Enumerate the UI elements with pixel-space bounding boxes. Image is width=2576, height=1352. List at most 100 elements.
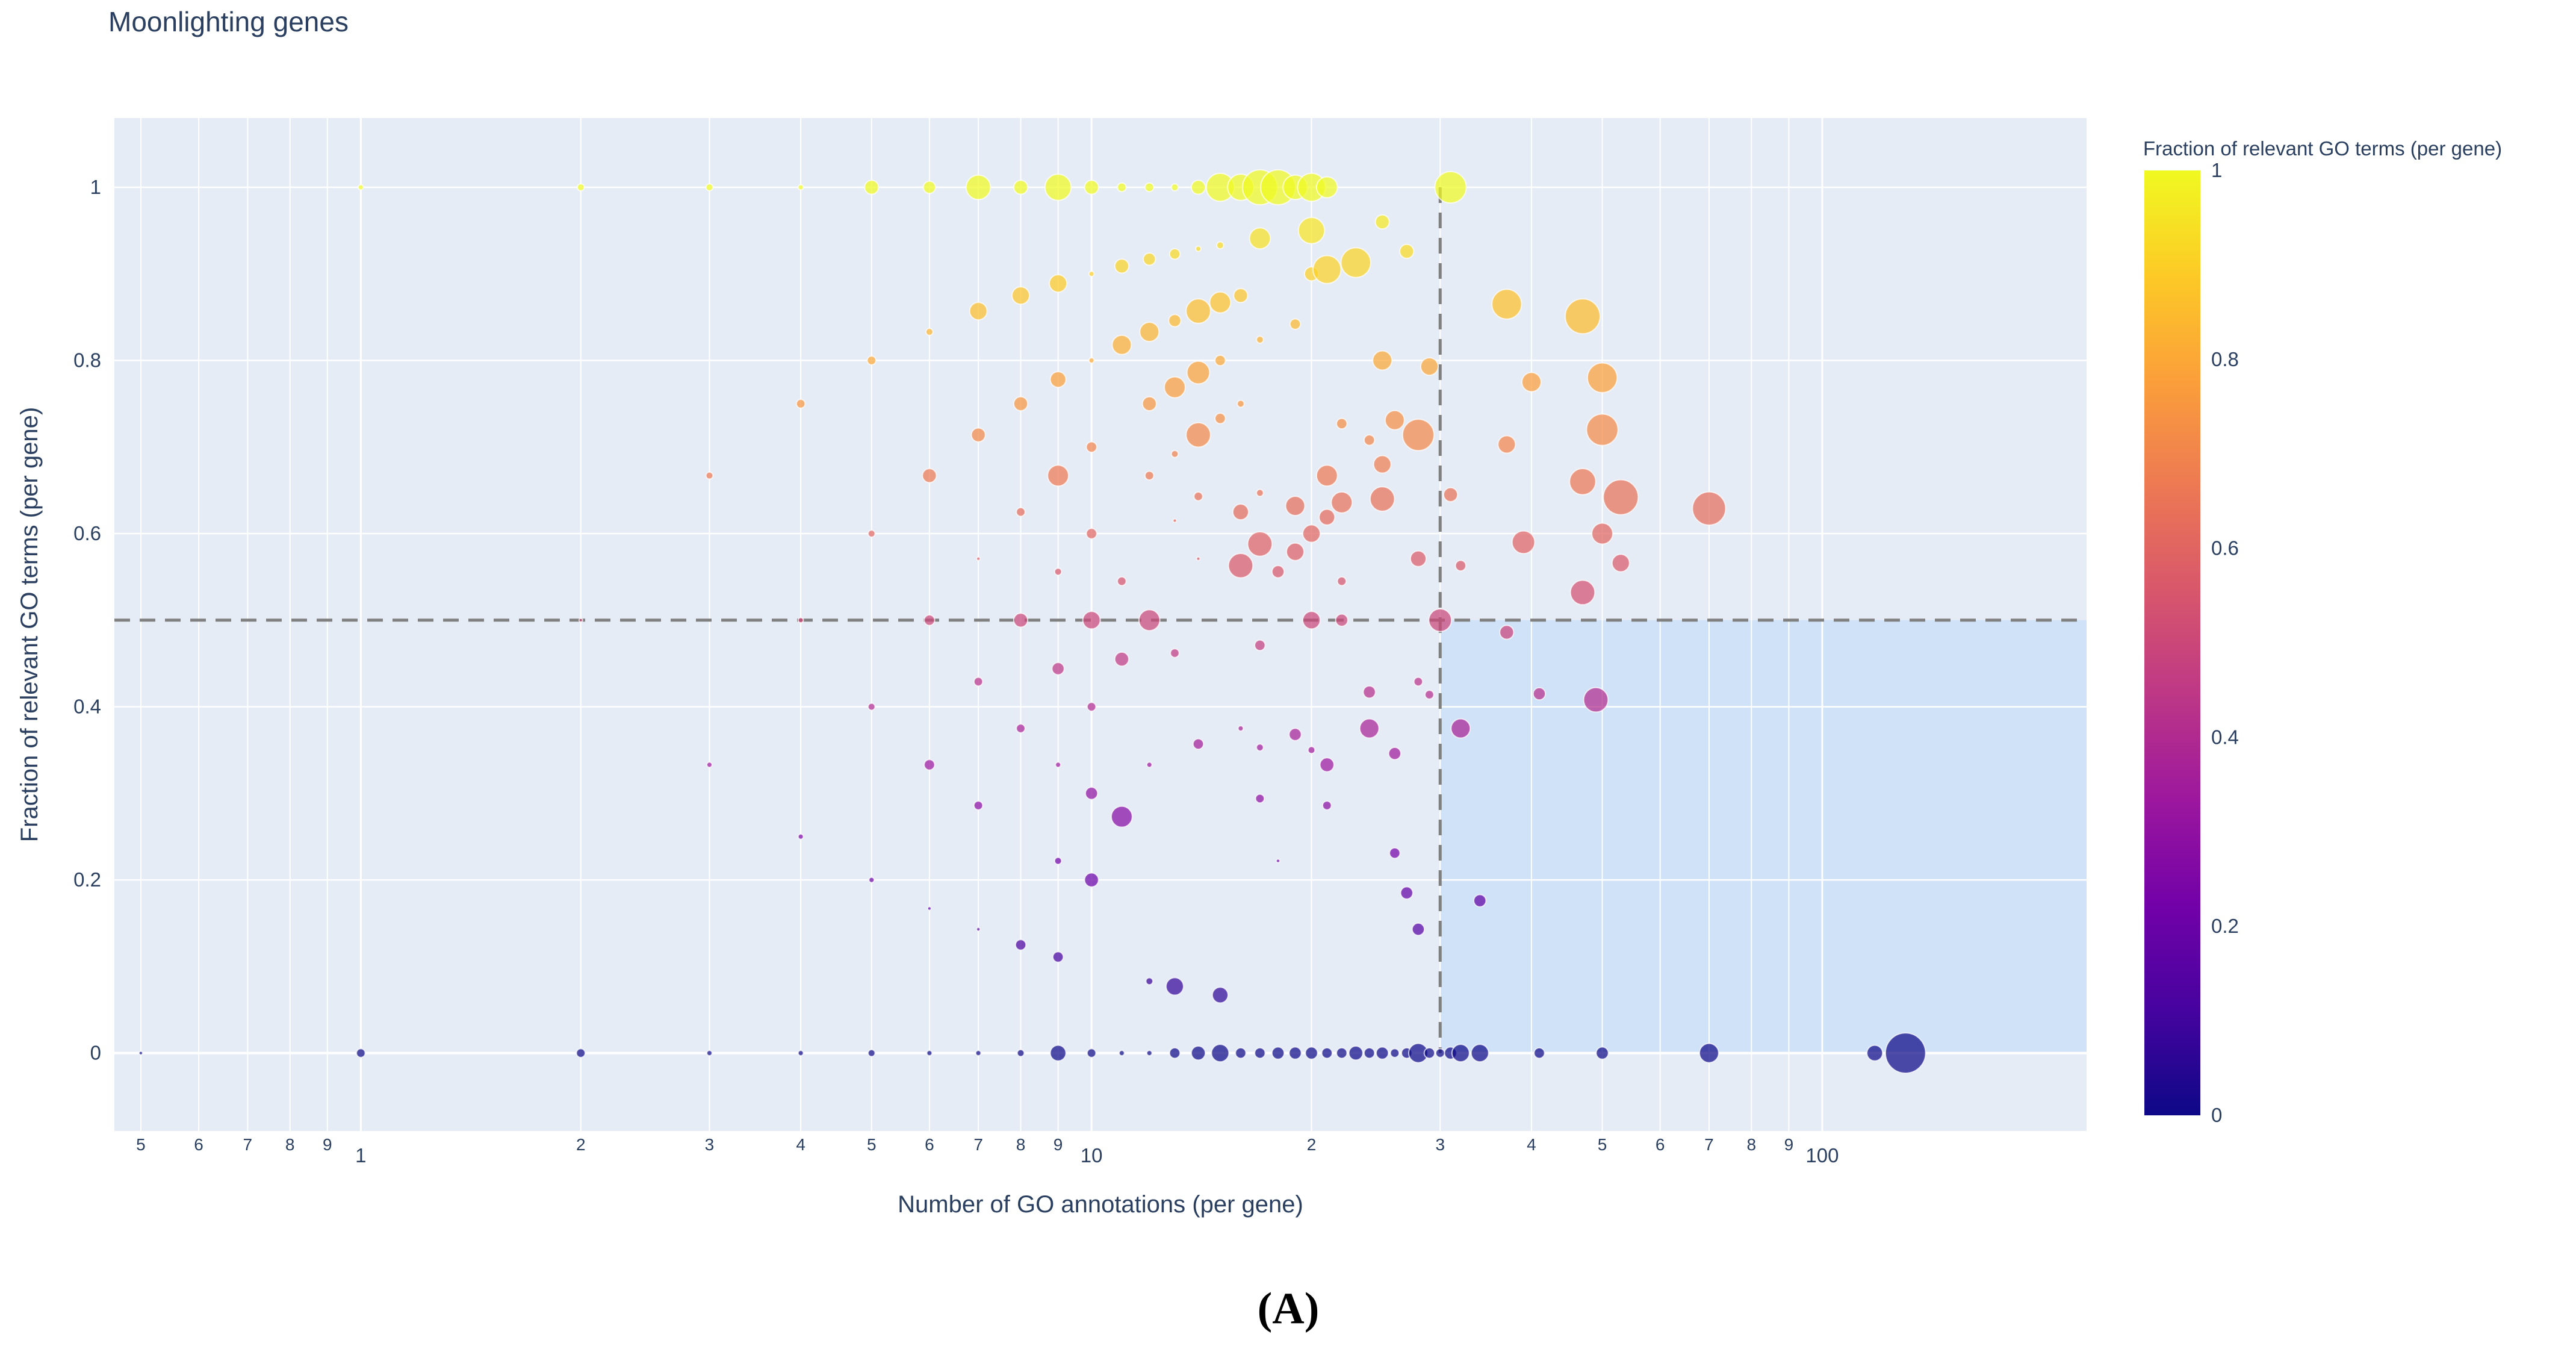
data-point [1276,858,1280,864]
data-point [864,179,880,195]
x-minor-tick-label: 6 [1656,1135,1665,1154]
data-point [1336,576,1347,587]
data-point [1399,243,1415,259]
data-point [976,927,981,932]
data-point [1211,1044,1230,1063]
colorbar-gradient [2144,170,2200,1115]
data-point [1312,255,1342,284]
data-point [1117,576,1127,587]
data-point [1423,1047,1436,1059]
data-point [1169,1047,1181,1059]
data-point [1011,286,1031,305]
data-point [1190,179,1206,195]
data-point [1603,479,1639,516]
data-point [1146,761,1153,768]
data-point [1214,354,1226,367]
x-minor-tick-label: 9 [1054,1135,1063,1154]
data-point [1340,247,1371,278]
data-point [1086,1048,1097,1058]
colorbar-tick-label: 0.4 [2211,726,2239,748]
data-point [867,529,876,538]
data-point [922,180,937,195]
data-point [1335,613,1349,627]
data-point [1424,690,1435,700]
data-point [1086,702,1097,712]
data-point [1315,176,1338,199]
data-point [138,1050,143,1056]
data-point [1297,217,1326,245]
data-point [1144,470,1155,481]
data-point [705,183,714,192]
data-point [1256,488,1264,497]
data-point [1114,258,1129,274]
data-point [1521,372,1542,393]
x-minor-tick-label: 5 [1598,1135,1607,1154]
data-point [1586,362,1618,393]
data-point [1216,241,1224,250]
data-point [1054,567,1063,576]
x-minor-tick-label: 7 [973,1135,983,1154]
data-point [1473,894,1487,908]
data-point [1374,214,1390,230]
data-point [1193,491,1203,502]
y-tick-label: 0.8 [73,349,101,372]
data-point [1237,725,1244,732]
data-point [1401,419,1435,452]
colorbar-tick-label: 1 [2211,159,2222,181]
data-point [1454,559,1466,572]
data-point [578,617,583,623]
data-point [1362,685,1376,699]
x-minor-tick-label: 3 [705,1135,715,1154]
x-minor-tick-label: 6 [925,1135,934,1154]
data-point [1363,434,1376,446]
data-point [1185,298,1211,324]
data-point [1084,787,1099,800]
data-point [868,876,875,883]
data-point [797,617,804,624]
data-point [1044,173,1072,201]
data-point [975,1050,982,1056]
data-point [1315,464,1338,487]
data-point [1450,718,1471,739]
data-point [1336,1047,1348,1059]
data-point [1088,270,1095,278]
data-point [1376,1046,1389,1060]
data-point [1389,847,1401,859]
data-point [1172,518,1178,523]
data-point [1583,687,1609,713]
data-point [1384,410,1405,431]
data-point [1190,1045,1206,1061]
data-point [797,833,804,840]
x-minor-tick-label: 2 [576,1135,586,1154]
data-point [1271,1046,1285,1060]
data-point [1051,662,1065,676]
data-point [976,556,981,561]
data-point [1209,291,1232,314]
data-point [1442,487,1459,502]
x-axis-label: Number of GO annotations (per gene) [898,1191,1303,1218]
data-point [1497,435,1516,454]
data-point [1082,611,1101,630]
data-point [1866,1044,1884,1062]
data-point [867,1048,876,1058]
data-point [1196,556,1201,561]
y-tick-label: 0.6 [73,522,101,544]
data-point [1013,396,1029,412]
x-major-tick-label: 10 [1081,1144,1103,1167]
data-point [1491,288,1522,320]
data-point [1698,1042,1719,1064]
data-point [1170,449,1179,458]
y-tick-label: 1 [90,176,101,198]
figure-caption: (A) [1258,1284,1320,1333]
data-point [797,1050,804,1056]
data-point [1165,977,1184,996]
data-point [923,759,936,771]
x-minor-tick-label: 9 [1784,1135,1794,1154]
data-point [1016,1048,1025,1058]
data-point [1420,357,1439,376]
data-point [1146,1050,1153,1056]
data-point [1319,757,1335,773]
data-point [1533,1047,1545,1059]
data-point [1369,486,1395,512]
